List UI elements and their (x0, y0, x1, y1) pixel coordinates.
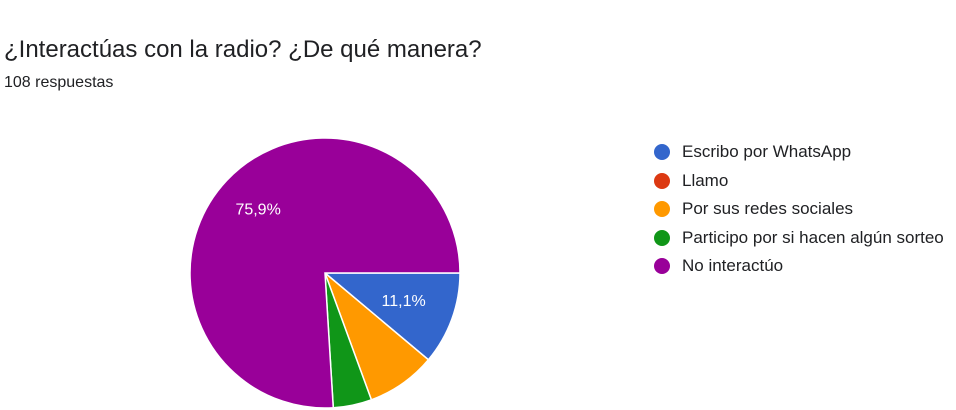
pie-data-label: 11,1% (382, 293, 426, 310)
legend-swatch (654, 201, 670, 218)
legend-label: Participo por si hacen algún sorteo (682, 227, 944, 247)
page-title: ¿Interactúas con la radio? ¿De qué maner… (4, 36, 482, 63)
legend-item-participo-por-si-hacen-algun-sorteo[interactable]: Participo por si hacen algún sorteo (654, 224, 944, 253)
legend-item-no-interactuo[interactable]: No interactúo (654, 252, 944, 281)
chart-legend: Escribo por WhatsApp Llamo Por sus redes… (654, 138, 944, 281)
legend-swatch (654, 229, 670, 246)
pie-data-label: 75,9% (235, 201, 280, 218)
legend-swatch (654, 258, 670, 275)
legend-label: Escribo por WhatsApp (682, 142, 852, 162)
legend-label: Llamo (682, 170, 729, 190)
legend-swatch (654, 172, 670, 189)
pie-slice-no-interact-o[interactable] (189, 137, 461, 409)
legend-item-llamo[interactable]: Llamo (654, 167, 944, 196)
response-count: 108 respuestas (4, 74, 114, 91)
pie-slice-escribo-por-whatsapp[interactable] (322, 272, 461, 361)
legend-label: Por sus redes sociales (682, 199, 854, 219)
legend-label: No interactúo (682, 256, 784, 276)
legend-swatch (654, 144, 670, 161)
legend-item-escribo-por-whatsapp[interactable]: Escribo por WhatsApp (654, 138, 944, 167)
legend-item-por-sus-redes-sociales[interactable]: Por sus redes sociales (654, 195, 944, 224)
